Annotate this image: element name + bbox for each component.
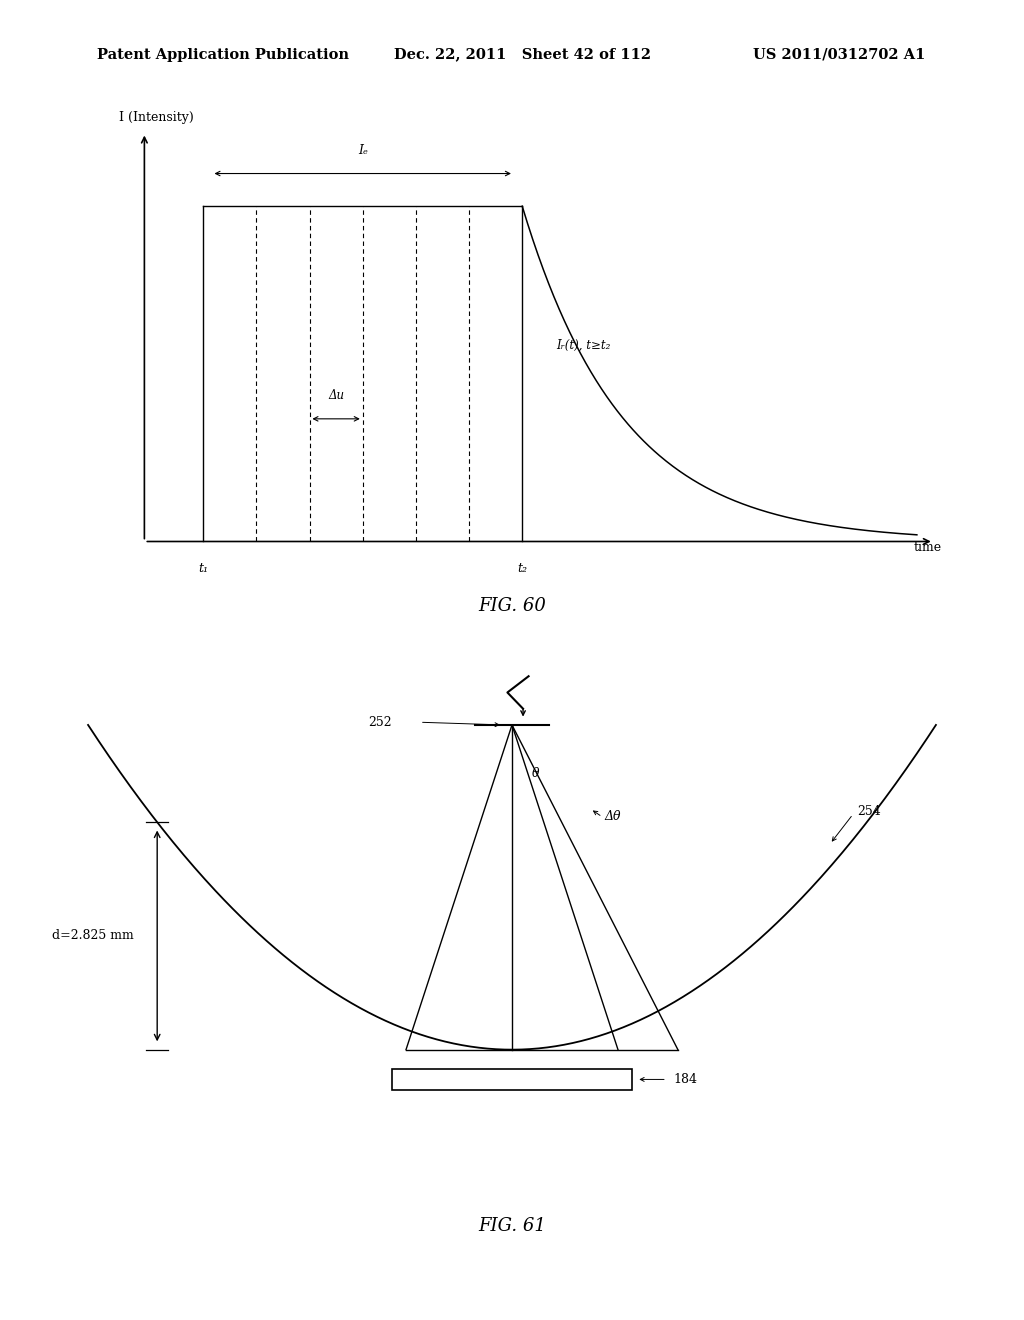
Text: Iᵣ(t), t≥t₂: Iᵣ(t), t≥t₂ (556, 339, 610, 351)
Text: FIG. 61: FIG. 61 (478, 1217, 546, 1236)
Text: time: time (914, 541, 942, 554)
Text: θ: θ (532, 767, 540, 780)
Text: d=2.825 mm: d=2.825 mm (52, 929, 134, 942)
Text: I (Intensity): I (Intensity) (119, 111, 194, 124)
Text: 252: 252 (369, 715, 392, 729)
Text: US 2011/0312702 A1: US 2011/0312702 A1 (753, 48, 925, 62)
Text: 184: 184 (674, 1073, 697, 1086)
Text: t₁: t₁ (199, 562, 208, 576)
Text: Δθ: Δθ (604, 810, 621, 824)
Text: t₂: t₂ (517, 562, 527, 576)
Bar (392, 1069, 632, 1090)
Text: Dec. 22, 2011   Sheet 42 of 112: Dec. 22, 2011 Sheet 42 of 112 (394, 48, 651, 62)
Text: Δu: Δu (328, 389, 344, 403)
Text: 254: 254 (858, 805, 882, 818)
Text: Patent Application Publication: Patent Application Publication (97, 48, 349, 62)
Text: FIG. 60: FIG. 60 (478, 597, 546, 615)
Text: Iₑ: Iₑ (357, 144, 368, 157)
